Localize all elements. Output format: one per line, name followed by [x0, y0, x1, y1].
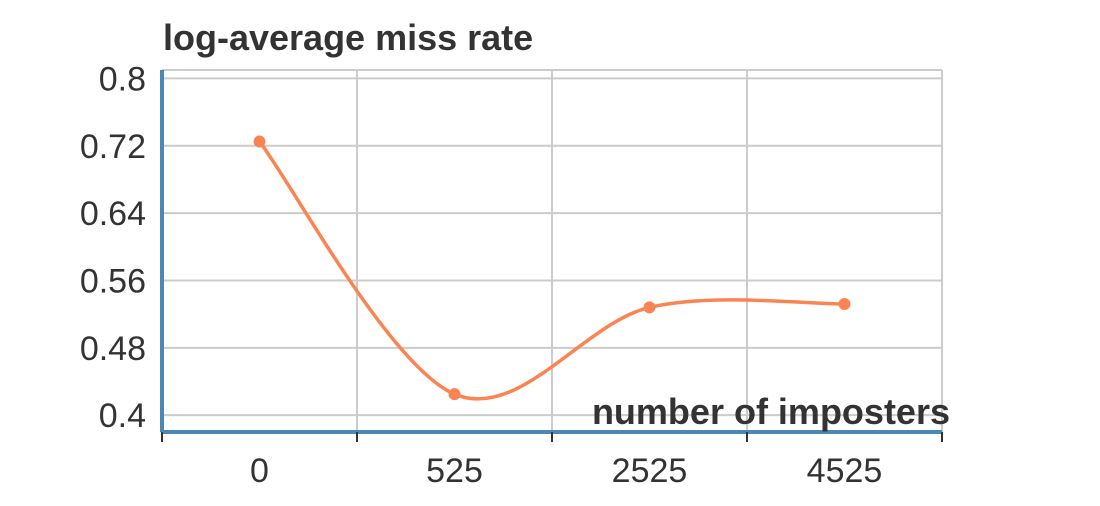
x-tick-label: 525 — [426, 452, 483, 490]
data-point[interactable] — [838, 298, 851, 311]
x-tick-label: 2525 — [612, 452, 688, 490]
y-tick-label: 0.4 — [99, 397, 146, 435]
series-layer — [253, 135, 851, 401]
x-tick-label: 4525 — [807, 452, 883, 490]
grid — [162, 69, 943, 432]
data-point[interactable] — [253, 135, 266, 148]
y-tick-label: 0.72 — [80, 128, 146, 166]
data-point[interactable] — [448, 388, 461, 401]
tick-labels: 0.8 0.72 0.64 0.56 0.48 0.4 0 525 2525 4525 — [80, 60, 883, 490]
y-tick-label: 0.56 — [80, 262, 146, 300]
y-tick-label: 0.64 — [80, 195, 146, 233]
x-axis-title: number of imposters — [592, 391, 950, 432]
data-point[interactable] — [643, 301, 656, 314]
y-tick-label: 0.8 — [99, 60, 146, 98]
y-tick-label: 0.48 — [80, 330, 146, 368]
series-line — [258, 140, 845, 401]
x-tick-label: 0 — [250, 452, 269, 490]
axes — [160, 70, 943, 442]
y-axis-title: log-average miss rate — [163, 17, 533, 58]
